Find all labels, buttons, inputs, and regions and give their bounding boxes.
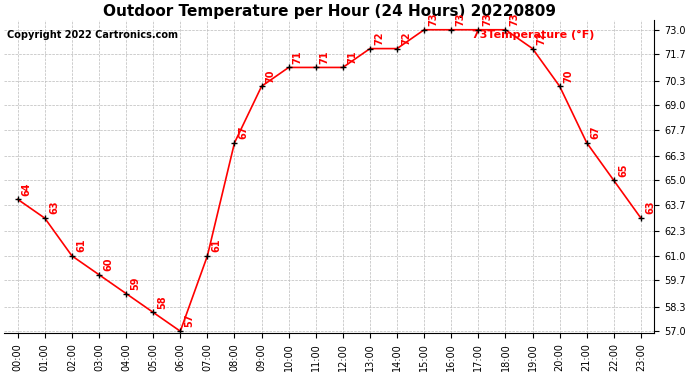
Title: Outdoor Temperature per Hour (24 Hours) 20220809: Outdoor Temperature per Hour (24 Hours) … [103,4,556,19]
Text: 67: 67 [239,126,248,139]
Text: 72: 72 [401,32,411,45]
Text: 67: 67 [591,126,601,139]
Text: Copyright 2022 Cartronics.com: Copyright 2022 Cartronics.com [8,30,179,40]
Text: 58: 58 [157,295,167,309]
Text: 61: 61 [211,238,221,252]
Text: 73: 73 [482,12,493,26]
Text: 71: 71 [320,50,330,64]
Text: 70: 70 [564,69,573,82]
Text: 73: 73 [455,12,465,26]
Text: 71: 71 [347,50,357,64]
Text: 73: 73 [428,12,438,26]
Text: 63: 63 [49,201,59,214]
Text: 65: 65 [618,163,628,177]
Text: 72: 72 [374,32,384,45]
Text: 59: 59 [130,276,140,290]
Text: 57: 57 [184,314,195,327]
Text: 63: 63 [645,201,655,214]
Text: 72: 72 [537,32,546,45]
Text: 70: 70 [266,69,275,82]
Text: 71: 71 [293,50,303,64]
Text: 61: 61 [76,238,86,252]
Text: 60: 60 [103,257,113,271]
Text: 73Temperature (°F): 73Temperature (°F) [473,30,595,40]
Text: 73: 73 [509,12,520,26]
Text: 64: 64 [22,182,32,196]
